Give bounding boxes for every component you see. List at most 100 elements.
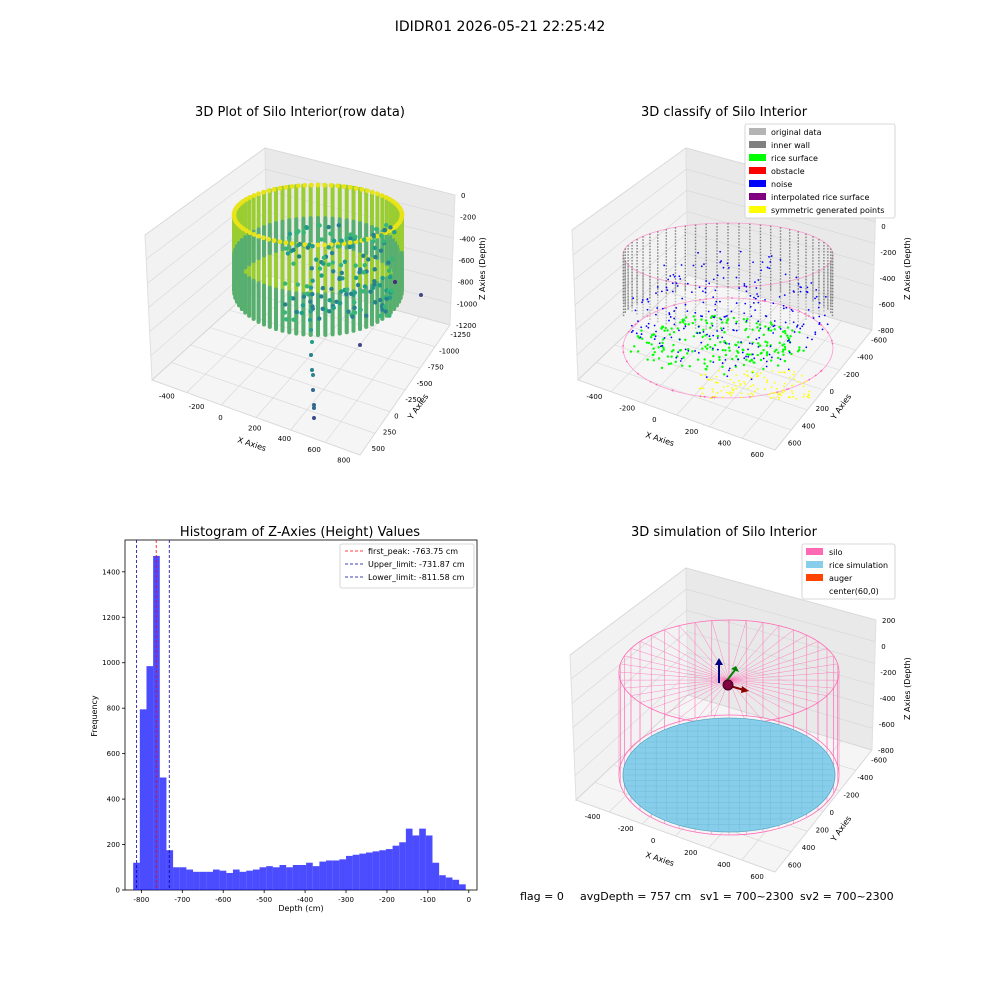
histogram-bar <box>326 860 333 890</box>
noise-point <box>666 289 668 291</box>
interior-point <box>317 223 321 227</box>
legend-swatch <box>749 128 766 135</box>
rice-surface-point <box>787 326 789 328</box>
noise-point <box>760 269 762 271</box>
legend-label: silo <box>829 548 843 557</box>
noise-point <box>678 275 680 277</box>
classify-3d-plot: 3D classify of Silo Interior -400-200020… <box>572 105 912 459</box>
rice-surface-point <box>657 346 659 348</box>
noise-point <box>736 277 738 279</box>
interior-point <box>283 302 287 306</box>
silo-boundary-point <box>832 343 834 345</box>
rice-surface-point <box>782 354 784 356</box>
interior-point <box>353 290 357 294</box>
raw-z-axis-label: Z Axies (Depth) <box>478 237 487 300</box>
symmetric-point <box>726 392 728 394</box>
rice-surface-point <box>786 334 788 336</box>
noise-point <box>697 332 699 334</box>
noise-point <box>719 301 721 303</box>
symmetric-point <box>803 394 805 396</box>
noise-point <box>815 289 817 291</box>
noise-point <box>693 265 695 267</box>
rice-surface-point <box>718 359 720 361</box>
noise-point <box>673 274 675 276</box>
rice-surface-point <box>781 344 783 346</box>
noise-point <box>714 289 716 291</box>
histogram-bar <box>446 878 453 891</box>
silo-boundary-point <box>827 332 829 334</box>
interior-point <box>305 284 309 288</box>
rice-surface-point <box>706 365 708 367</box>
legend-label: rice surface <box>771 154 818 163</box>
symmetric-point <box>707 378 709 380</box>
noise-point <box>791 309 793 311</box>
rice-surface-point <box>684 339 686 341</box>
histogram-bar <box>413 835 420 890</box>
interior-point <box>310 244 314 248</box>
rim-point <box>379 193 384 198</box>
noise-point <box>661 345 663 347</box>
silo-boundary-point <box>804 313 806 315</box>
rice-surface-point <box>689 365 691 367</box>
symmetric-point <box>752 371 754 373</box>
rim-point <box>277 186 282 191</box>
legend-frame <box>745 124 895 218</box>
rice-surface-point <box>637 350 639 352</box>
y-tick-label: -400 <box>857 774 873 782</box>
rice-surface-point <box>784 332 786 334</box>
silo-boundary-point <box>647 315 649 317</box>
histogram-bar <box>173 867 180 890</box>
symmetric-point <box>738 380 740 382</box>
x-tick-label: 600 <box>750 873 763 881</box>
noise-point <box>677 285 679 287</box>
rice-surface-point <box>766 341 768 343</box>
noise-point <box>714 304 716 306</box>
noise-point <box>785 322 787 324</box>
rice-surface-point <box>775 349 777 351</box>
legend-label: rice simulation <box>829 561 888 570</box>
noise-point <box>723 316 725 318</box>
silo-boundary-point <box>820 324 822 326</box>
noise-point <box>681 264 683 266</box>
silo-boundary-point <box>628 331 630 333</box>
interior-point <box>327 245 331 249</box>
noise-point <box>769 354 771 356</box>
rice-surface-point <box>714 344 716 346</box>
rice-surface-point <box>723 373 725 375</box>
z-tick-label: -200 <box>880 249 896 257</box>
noise-point <box>827 323 829 325</box>
rice-surface-point <box>704 345 706 347</box>
interior-point <box>302 295 306 299</box>
noise-point <box>648 323 650 325</box>
x-tick-label: -200 <box>379 896 395 904</box>
noise-point <box>728 267 730 269</box>
noise-point <box>668 320 670 322</box>
histogram-bar <box>186 870 193 890</box>
noise-point <box>774 325 776 327</box>
symmetric-point <box>783 391 785 393</box>
noise-point <box>789 342 791 344</box>
x-tick-label: 400 <box>278 435 291 443</box>
rice-surface-point <box>641 338 643 340</box>
rim-point <box>277 239 282 244</box>
noise-point <box>731 311 733 313</box>
y-tick-label: 500 <box>372 445 385 453</box>
interior-point <box>371 239 375 243</box>
noise-point <box>655 314 657 316</box>
y-tick-label: 250 <box>383 429 396 437</box>
symmetric-point <box>752 394 754 396</box>
outlier-point <box>310 340 314 344</box>
noise-point <box>743 312 745 314</box>
noise-point <box>729 367 731 369</box>
noise-point <box>736 330 738 332</box>
symmetric-point <box>739 384 741 386</box>
rice-surface-point <box>701 347 703 349</box>
z-tick-label: -200 <box>460 214 476 222</box>
noise-point <box>706 376 708 378</box>
noise-point <box>801 325 803 327</box>
symmetric-point <box>751 392 753 394</box>
noise-point <box>807 337 809 339</box>
noise-point <box>745 286 747 288</box>
silo-boundary-point <box>622 345 624 347</box>
histogram-bar <box>206 872 213 890</box>
